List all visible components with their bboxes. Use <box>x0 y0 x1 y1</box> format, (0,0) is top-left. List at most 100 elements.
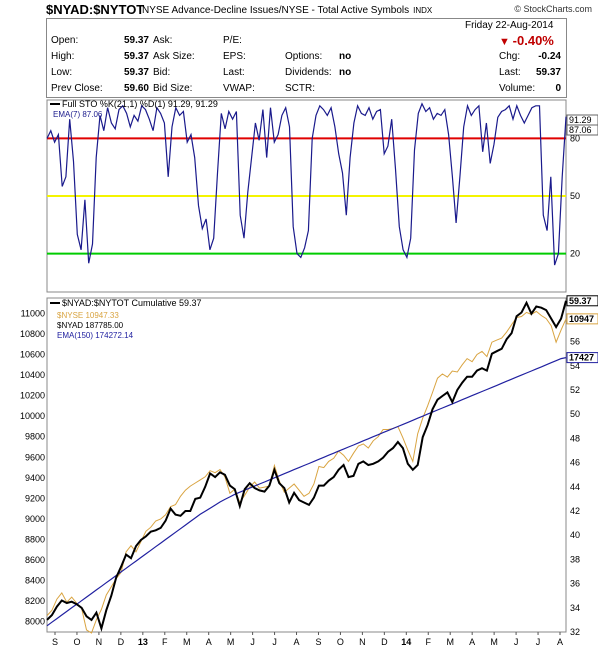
right-axis-tick: 34 <box>570 603 580 613</box>
vwap-label: VWAP: <box>223 83 255 94</box>
value-tag: 10947 <box>569 314 594 324</box>
x-tick-label: J <box>272 637 277 647</box>
ema-value-tag: 87.06 <box>569 125 592 135</box>
cumulative-legend-label: $NYAD:$NYTOT Cumulative 59.37 <box>62 298 202 308</box>
x-tick-label: M <box>183 637 191 647</box>
x-tick-label: 13 <box>138 637 148 647</box>
down-arrow-icon: ▼ <box>499 36 510 48</box>
x-tick-label: M <box>446 637 454 647</box>
nyad-legend-label: $NYAD 187785.00 <box>57 321 124 330</box>
stochastic-line <box>46 102 567 266</box>
x-tick-label: N <box>359 637 366 647</box>
chg-value: -0.24 <box>538 51 561 62</box>
left-axis-tick: 9600 <box>25 452 45 462</box>
right-axis-tick: 54 <box>570 361 580 371</box>
stochastic-tick-label: 20 <box>570 249 580 259</box>
left-axis-tick: 8200 <box>25 596 45 606</box>
open-value: 59.37 <box>123 35 149 46</box>
last2-value: 59.37 <box>535 67 561 78</box>
left-axis-tick: 9800 <box>25 432 45 442</box>
sto-value-tag: 91.29 <box>569 115 592 125</box>
right-axis-tick: 38 <box>570 554 580 564</box>
low-value: 59.37 <box>123 67 149 78</box>
bid-size-label: Bid Size: <box>153 83 193 94</box>
left-axis-tick: 10400 <box>20 370 45 380</box>
value-tag: 59.37 <box>569 296 592 306</box>
stochastic-tick-label: 50 <box>570 191 580 201</box>
symbol-title: $NYAD:$NYTOT <box>46 2 145 17</box>
quote-panel: Open: 59.37 High: 59.37 Low: 59.37 Prev … <box>46 18 567 98</box>
ask-size-label: Ask Size: <box>153 51 195 62</box>
right-axis-tick: 36 <box>570 579 580 589</box>
left-axis-tick: 10800 <box>20 329 45 339</box>
eps-label: EPS: <box>223 51 246 62</box>
left-axis-tick: 8000 <box>25 617 45 627</box>
change-percent: ▼ -0.40% <box>499 33 554 48</box>
x-tick-label: S <box>315 637 321 647</box>
dividends-label: Dividends: <box>285 67 332 78</box>
chg-label: Chg: <box>499 51 521 62</box>
left-axis-tick: 11000 <box>21 308 45 318</box>
left-axis-tick: 9400 <box>25 473 45 483</box>
last-label: Last: <box>223 67 245 78</box>
left-axis-tick: 9000 <box>25 514 45 524</box>
left-axis-tick: 10200 <box>20 391 45 401</box>
x-tick-label: O <box>337 637 344 647</box>
x-tick-label: F <box>162 637 168 647</box>
left-axis-tick: 10600 <box>20 350 45 360</box>
prev-close-label: Prev Close: <box>51 83 103 94</box>
x-tick-label: A <box>206 637 212 647</box>
right-axis-tick: 42 <box>570 506 580 516</box>
ema150-legend-label: EMA(150) 174272.14 <box>57 331 134 340</box>
change-percent-value: -0.40% <box>512 33 554 48</box>
volume-label: Volume: <box>499 83 536 94</box>
description-text: NYSE Advance-Decline Issues/NYSE - Total… <box>142 5 410 16</box>
left-axis-tick: 9200 <box>25 493 45 503</box>
ema-value-tag-box <box>566 124 598 136</box>
left-axis-tick: 8600 <box>25 555 45 565</box>
quote-date: Friday 22-Aug-2014 <box>465 20 554 31</box>
x-tick-label: M <box>227 637 235 647</box>
x-tick-label: D <box>381 637 388 647</box>
value-tag-box <box>566 295 598 307</box>
x-tick-label: F <box>426 637 432 647</box>
x-tick-label: J <box>536 637 541 647</box>
left-axis-tick: 8800 <box>25 535 45 545</box>
right-axis-tick: 40 <box>570 530 580 540</box>
right-axis-tick: 44 <box>570 482 580 492</box>
ema-line <box>46 357 567 627</box>
x-tick-label: A <box>469 637 475 647</box>
right-axis-tick: 46 <box>570 458 580 468</box>
low-label: Low: <box>51 67 73 78</box>
volume-value: 0 <box>555 83 561 94</box>
x-tick-label: A <box>294 637 300 647</box>
right-axis-tick: 48 <box>570 433 580 443</box>
ask-label: Ask: <box>153 35 173 46</box>
x-tick-label: S <box>52 637 58 647</box>
left-axis-tick: 10000 <box>20 411 45 421</box>
x-tick-label: N <box>96 637 103 647</box>
stockcharts-logo[interactable]: © StockCharts.com <box>514 4 592 14</box>
value-tag-box <box>566 352 598 364</box>
x-tick-label: J <box>514 637 519 647</box>
sctr-label: SCTR: <box>285 83 315 94</box>
open-label: Open: <box>51 35 79 46</box>
options-label: Options: <box>285 51 323 62</box>
last2-label: Last: <box>499 67 521 78</box>
right-axis-tick: 50 <box>570 409 580 419</box>
pe-label: P/E: <box>223 35 242 46</box>
sto-legend-label: Full STO %K(21,1) %D(1) 91.29, 91.29 <box>62 99 218 109</box>
symbol-description: NYSE Advance-Decline Issues/NYSE - Total… <box>142 5 432 16</box>
x-tick-label: O <box>73 637 80 647</box>
high-label: High: <box>51 51 75 62</box>
cumulative-panel: 8000 8200 8400 8600 8800 9000 9200 9400 9600 9800… <box>20 295 598 647</box>
x-tick-label: A <box>557 637 563 647</box>
right-axis-tick: 32 <box>570 627 580 637</box>
right-axis-tick: 52 <box>570 385 580 395</box>
high-value: 59.37 <box>123 51 149 62</box>
cumulative-line <box>46 300 567 632</box>
x-tick-label: M <box>490 637 498 647</box>
x-tick-label: D <box>118 637 125 647</box>
nyse-legend-label: $NYSE 10947.33 <box>57 311 119 320</box>
